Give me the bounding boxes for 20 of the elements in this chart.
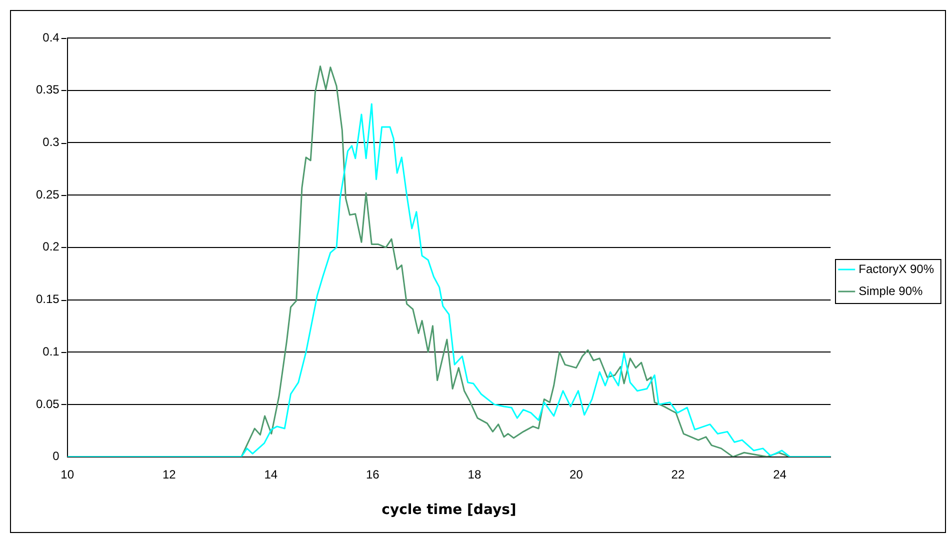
x-axis-title: cycle time [days] [382, 502, 516, 518]
x-tick-label: 12 [162, 467, 176, 482]
y-tick-label: 0.05 [36, 396, 60, 411]
y-tick-label: 0.2 [42, 240, 60, 254]
x-tick-label: 18 [468, 467, 482, 482]
x-tick-label: 24 [773, 467, 787, 482]
y-tick-label: 0.1 [42, 344, 60, 358]
x-tick-label: 16 [366, 467, 380, 482]
y-tick-label: 0.3 [42, 135, 60, 150]
x-tick-label: 22 [671, 467, 685, 482]
x-tick-label: 20 [570, 467, 584, 482]
y-tick-label: 0.35 [36, 82, 60, 97]
x-tick-label: 14 [264, 467, 278, 482]
x-tick-label: 10 [60, 467, 74, 482]
y-tick-label: 0 [52, 449, 60, 464]
y-tick-label: 0.4 [42, 30, 60, 44]
legend-label: FactoryX 90% [858, 262, 934, 276]
y-tick-label: 0.15 [36, 292, 60, 306]
legend-label: Simple 90% [858, 284, 923, 298]
y-tick-label: 0.25 [36, 187, 60, 202]
